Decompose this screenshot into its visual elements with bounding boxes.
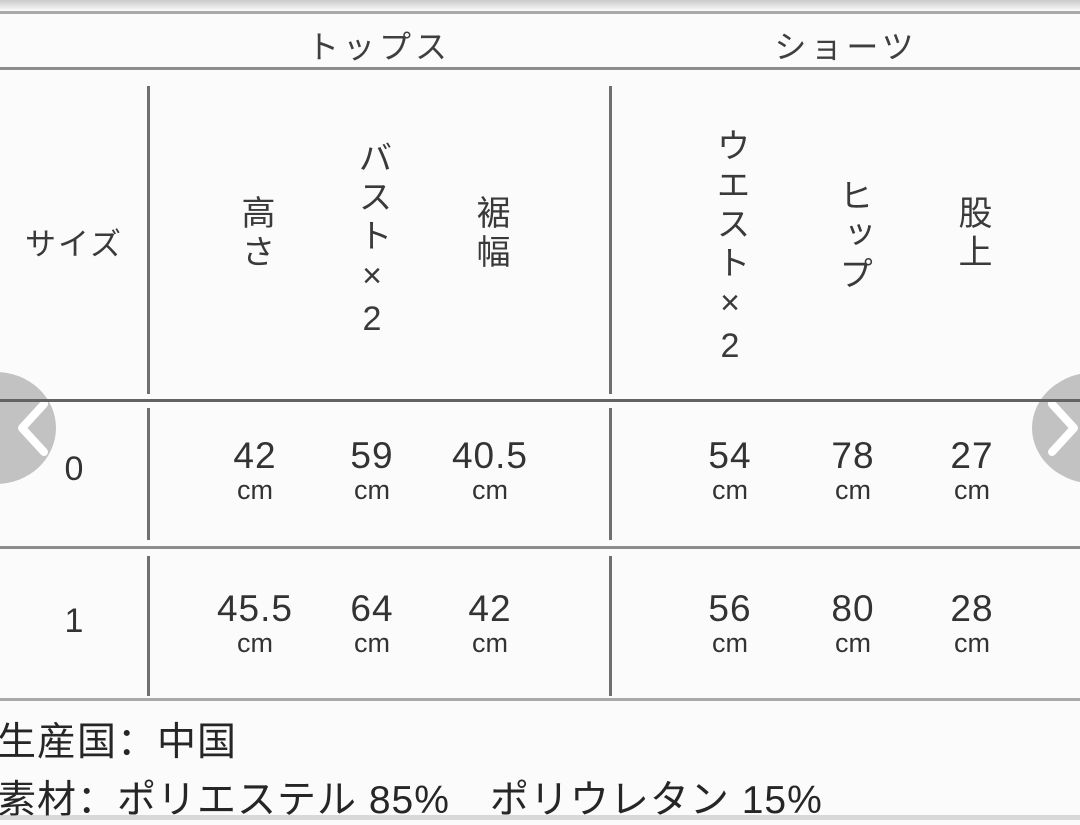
table-cell: 78 cm	[831, 435, 875, 506]
chevron-right-icon	[1048, 400, 1078, 456]
size-column-divider	[147, 556, 150, 696]
bottom-edge-shading	[0, 815, 1080, 820]
table-cell: 45.5 cm	[216, 588, 293, 659]
group-header-divider	[0, 67, 1080, 70]
table-cell: 64 cm	[350, 588, 394, 659]
table-cell: 56 cm	[708, 588, 752, 659]
section-divider	[609, 556, 612, 696]
col-header-rise: 股上	[953, 195, 991, 273]
col-header-bust: バスト×2	[353, 140, 391, 343]
top-edge-shading	[0, 0, 1080, 10]
origin-text: 生産国：中国	[0, 721, 238, 764]
table-cell: 54 cm	[708, 435, 752, 506]
table-cell: 28 cm	[950, 588, 994, 659]
header-body-divider	[0, 399, 1080, 402]
table-cell: 80 cm	[831, 588, 875, 659]
col-header-hip: ヒップ	[834, 178, 872, 295]
size-column-header: サイズ	[24, 227, 124, 262]
table-cell: 42 cm	[233, 435, 277, 506]
size-value: 0	[64, 450, 84, 488]
table-cell: 40.5 cm	[451, 435, 528, 506]
table-cell: 42 cm	[468, 588, 512, 659]
section-divider	[609, 408, 612, 540]
col-header-hem-width: 裾幅	[471, 195, 509, 273]
group-header-tops: トップス	[306, 29, 451, 65]
table-cell: 59 cm	[350, 435, 394, 506]
size-column-divider	[147, 86, 150, 394]
size-value: 1	[64, 602, 84, 640]
row-divider	[0, 546, 1080, 549]
material-text: 素材：ポリエステル 85% ポリウレタン 15%	[0, 779, 823, 822]
col-header-waist: ウエスト×2	[711, 128, 749, 370]
section-divider	[609, 86, 612, 394]
size-column-divider	[147, 408, 150, 540]
table-top-border	[0, 11, 1080, 14]
col-header-height: 高さ	[236, 195, 274, 273]
table-bottom-border	[0, 698, 1080, 701]
chevron-left-icon	[18, 400, 48, 456]
table-cell: 27 cm	[950, 435, 994, 506]
group-header-shorts: ショーツ	[774, 29, 918, 65]
